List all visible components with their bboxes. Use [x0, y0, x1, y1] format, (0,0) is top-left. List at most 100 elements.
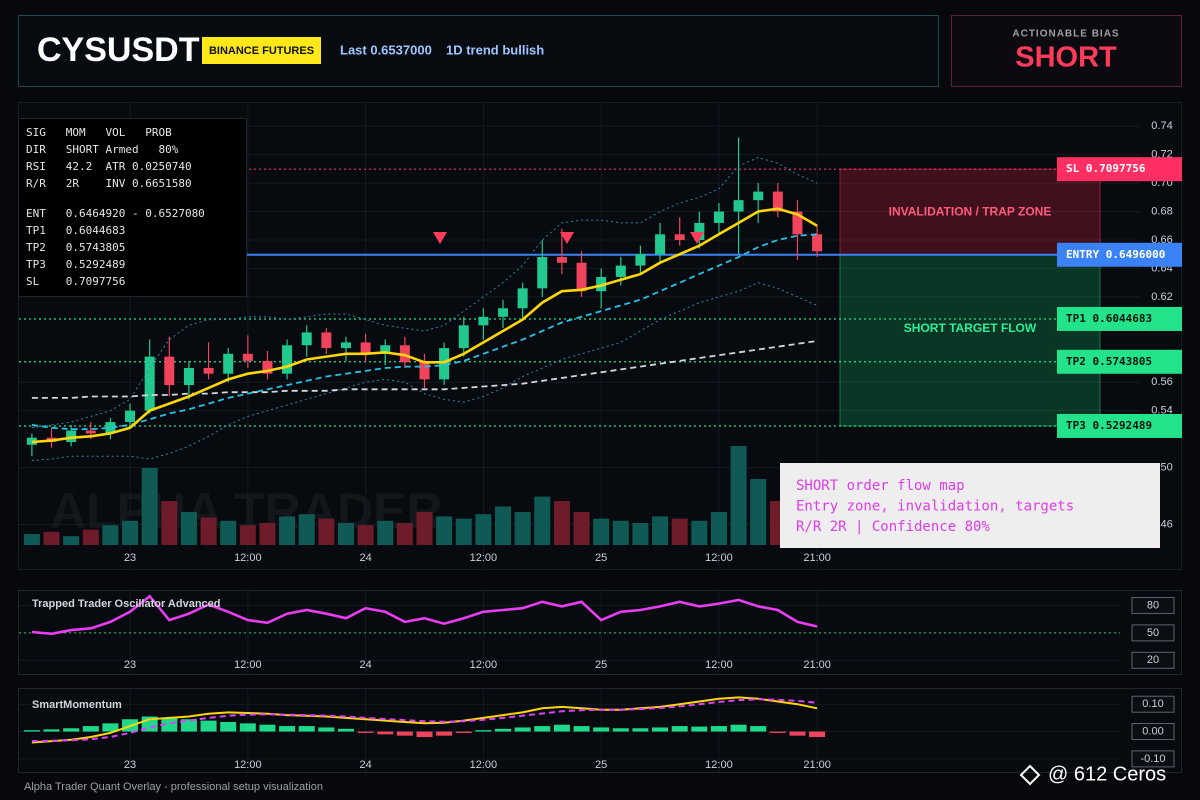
level-value: 0.5743805 [1093, 355, 1153, 368]
candle-body [772, 191, 783, 212]
volume-bar [180, 512, 197, 545]
x-tick-label: 24 [359, 552, 371, 564]
bias-label: ACTIONABLE BIAS [1012, 29, 1119, 40]
x-tick-label: 12:00 [470, 659, 498, 671]
volume-bar [475, 514, 492, 545]
candle-body [537, 257, 548, 289]
volume-bar [455, 518, 472, 545]
volume-bar [63, 536, 80, 545]
x-tick-label: 25 [595, 659, 607, 671]
histogram-bar [23, 730, 40, 732]
info-line: SL 0.7097756 [26, 275, 125, 288]
x-tick-label: 23 [124, 659, 136, 671]
level-name: SL [1066, 162, 1080, 175]
annotation-line: Entry zone, invalidation, targets [796, 499, 1074, 515]
x-tick-label: 21:00 [803, 759, 831, 771]
info-line: R/R 2R INV 0.6651580 [26, 177, 192, 190]
annotation-line: SHORT order flow map [796, 478, 965, 494]
histogram-bar [82, 726, 99, 732]
candle-body [360, 342, 371, 354]
x-tick-label: 12:00 [234, 759, 262, 771]
candle-body [792, 211, 803, 235]
candle-body [242, 353, 253, 361]
histogram-bar [710, 726, 727, 732]
tick-box [1131, 723, 1175, 741]
histogram-bar [730, 724, 747, 732]
y-tick-label: 0.54 [1151, 405, 1172, 417]
histogram-bar [337, 728, 354, 732]
candle-body [262, 360, 273, 374]
x-tick-label: 12:00 [470, 552, 498, 564]
candle-body [713, 211, 724, 223]
volume-bar [396, 523, 413, 545]
volume-bar [750, 479, 767, 545]
candle-body [655, 234, 666, 255]
volume-bar [514, 512, 531, 545]
credit-logo [1019, 764, 1041, 786]
level-label: ENTRY 0.6496000 [1066, 248, 1165, 261]
volume-bar [691, 520, 708, 545]
y-tick-label: 0.56 [1151, 376, 1172, 388]
volume-bar [239, 525, 256, 545]
level-tag [1057, 306, 1182, 331]
zone [839, 254, 1101, 427]
histogram-bar [396, 731, 413, 736]
signal-marker [690, 232, 704, 244]
histogram-bar [691, 726, 708, 732]
candle-body [66, 430, 77, 442]
volume-bar [82, 529, 99, 545]
histogram-bar [416, 731, 433, 738]
tick-box [1131, 624, 1175, 642]
level-label: TP3 0.5292489 [1066, 419, 1152, 432]
candle-body [380, 345, 391, 354]
x-tick-label: 24 [359, 659, 371, 671]
series-line [31, 698, 818, 743]
histogram-bar [63, 728, 80, 732]
histogram-bar [769, 731, 786, 733]
symbol-title: CYSUSDT [37, 31, 200, 69]
volume-bar [43, 531, 60, 545]
series-line [31, 594, 818, 636]
candle-body [576, 262, 587, 292]
candle-body [517, 288, 528, 309]
volume-bar [612, 520, 629, 545]
candle-body [125, 410, 136, 423]
candle-body [301, 332, 312, 346]
histogram-bar [161, 717, 178, 732]
x-tick-label: 12:00 [705, 759, 733, 771]
x-tick-label: 21:00 [803, 659, 831, 671]
series-line [31, 282, 818, 461]
histogram-bar [239, 723, 256, 732]
level-value: 0.6044683 [1093, 312, 1153, 325]
histogram-bar [455, 731, 472, 733]
x-tick-label: 24 [359, 759, 371, 771]
volume-bar [730, 446, 747, 545]
level-name: ENTRY [1066, 248, 1099, 261]
histogram-bar [377, 731, 394, 735]
volume-bar [161, 501, 178, 545]
level-tag [1057, 157, 1182, 182]
histogram-bar [279, 726, 296, 732]
annotation-box [780, 463, 1160, 548]
volume-bar [298, 514, 315, 545]
y-tick-label: 0.62 [1151, 291, 1172, 303]
histogram-bar [573, 726, 590, 732]
candle-body [596, 276, 607, 292]
signal-marker [560, 232, 574, 244]
volume-bar [416, 512, 433, 545]
histogram-bar [809, 731, 826, 738]
zone-label: SHORT TARGET FLOW [904, 321, 1037, 335]
y-tick-label: 0.74 [1151, 120, 1172, 132]
x-tick-label: 12:00 [234, 659, 262, 671]
level-name: TP2 [1066, 355, 1086, 368]
volume-bar [534, 496, 551, 545]
footer: Alpha Trader Quant Overlay - professiona… [24, 781, 323, 793]
histogram-bar [357, 731, 374, 733]
candle-body [282, 345, 293, 374]
exchange-label: BINANCE FUTURES [209, 45, 314, 57]
series-line [31, 233, 818, 431]
level-label: TP1 0.6044683 [1066, 312, 1152, 325]
volume-bar [593, 518, 610, 545]
level-label: SL 0.7097756 [1066, 162, 1146, 175]
